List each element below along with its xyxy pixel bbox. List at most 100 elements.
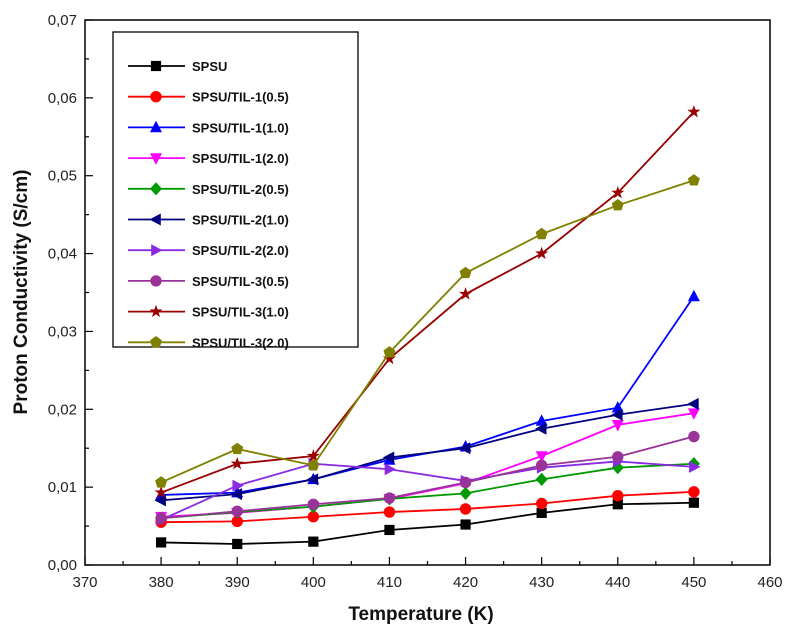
legend-item: SPSU/TIL-1(2.0): [128, 151, 289, 166]
series-line: [161, 435, 695, 520]
legend-item: SPSU/TIL-2(1.0): [128, 213, 289, 228]
x-tick-label: 460: [757, 574, 782, 591]
x-tick-label: 430: [529, 574, 554, 591]
data-point: [232, 538, 243, 550]
data-point: [612, 451, 624, 463]
data-point: [230, 488, 243, 501]
data-point: [460, 519, 471, 530]
data-point: [232, 479, 244, 492]
legend-item: SPSU/TIL-3(2.0): [128, 335, 289, 350]
legend-marker: [150, 182, 162, 196]
series: [154, 104, 701, 499]
data-point: [688, 430, 700, 443]
x-tick-label: 440: [605, 574, 630, 591]
legend-label: SPSU/TIL-3(0.5): [192, 274, 289, 289]
data-point: [382, 451, 395, 464]
series-line: [161, 402, 695, 502]
legend-marker: [151, 244, 163, 257]
data-point: [535, 227, 548, 240]
legend-marker: [149, 213, 161, 226]
data-point: [383, 492, 396, 504]
x-axis-title: Temperature (K): [348, 604, 493, 625]
data-point: [687, 104, 701, 118]
data-point: [231, 515, 243, 528]
data-point: [611, 185, 625, 199]
data-point: [383, 506, 396, 518]
legend-marker: [149, 304, 163, 318]
series: [155, 430, 700, 524]
legend-marker: [150, 60, 162, 72]
x-tick-label: 450: [681, 574, 706, 591]
y-tick-label: 0,01: [48, 479, 77, 496]
data-point: [458, 442, 471, 455]
legend-label: SPSU: [192, 59, 227, 74]
data-point: [687, 289, 700, 302]
data-point: [535, 422, 547, 435]
legend-label: SPSU/TIL-1(1.0): [192, 120, 289, 135]
x-tick-label: 400: [301, 574, 326, 591]
legend-label: SPSU/TIL-2(1.0): [192, 213, 289, 228]
series-line: [161, 462, 694, 520]
data-point: [384, 463, 397, 476]
y-tick-label: 0,02: [48, 401, 77, 418]
data-point: [458, 287, 473, 300]
legend-label: SPSU/TIL-1(2.0): [192, 151, 289, 166]
data-point: [687, 408, 700, 420]
data-point: [688, 497, 699, 508]
x-tick-label: 370: [72, 574, 97, 591]
y-tick-label: 0,07: [48, 12, 77, 29]
series-line: [160, 179, 695, 484]
series: [154, 397, 699, 507]
data-point: [688, 486, 700, 498]
data-point: [612, 499, 623, 510]
series: [155, 174, 700, 488]
data-point: [535, 246, 549, 260]
x-tick-label: 390: [225, 574, 250, 591]
data-point: [612, 490, 624, 502]
legend-label: SPSU/TIL-3(2.0): [192, 335, 289, 350]
data-point: [384, 524, 395, 536]
series-line: [161, 490, 694, 524]
data-point: [307, 511, 320, 523]
legend-item: SPSU: [128, 59, 227, 74]
data-point: [536, 507, 547, 518]
data-point: [230, 456, 244, 470]
series: [155, 486, 700, 528]
series-line: [160, 111, 695, 494]
y-axis-title: Proton Conductivity (S/cm): [11, 170, 32, 415]
data-point: [155, 512, 167, 524]
data-point: [156, 537, 167, 548]
data-point: [382, 351, 397, 365]
axes: 370 380 390 400 410 420 430 440 450 460 0,00 0,01 0,…: [48, 12, 783, 591]
y-tick-label: 0,03: [48, 323, 77, 340]
legend-item: SPSU/TIL-3(1.0): [128, 305, 289, 320]
data-point: [611, 199, 624, 211]
data-point: [459, 266, 472, 279]
data-point: [535, 459, 548, 472]
legend-marker: [150, 336, 162, 348]
y-tick-label: 0,00: [48, 557, 77, 574]
data-point: [383, 346, 396, 358]
series-line: [161, 501, 694, 545]
data-point: [535, 472, 548, 486]
data-point: [535, 451, 548, 463]
legend-marker: [150, 275, 162, 287]
legend-item: SPSU/TIL-2(2.0): [128, 243, 289, 258]
data-point: [611, 401, 624, 413]
x-tick-label: 380: [149, 574, 174, 591]
legend-marker: [150, 153, 162, 165]
legend-marker: [150, 120, 162, 133]
data-point: [687, 397, 699, 410]
data-point: [155, 476, 168, 488]
series: [156, 497, 699, 550]
data-point: [459, 476, 472, 489]
data-point: [231, 505, 243, 517]
data-point: [611, 408, 623, 421]
legend-marker: [150, 91, 162, 103]
data-point: [154, 494, 166, 507]
data-point: [306, 449, 320, 462]
legend-label: SPSU/TIL-2(0.5): [192, 182, 289, 197]
legend-item: SPSU/TIL-2(0.5): [128, 182, 289, 197]
y-tick-label: 0,05: [48, 168, 77, 185]
legend-label: SPSU/TIL-1(0.5): [192, 90, 289, 105]
